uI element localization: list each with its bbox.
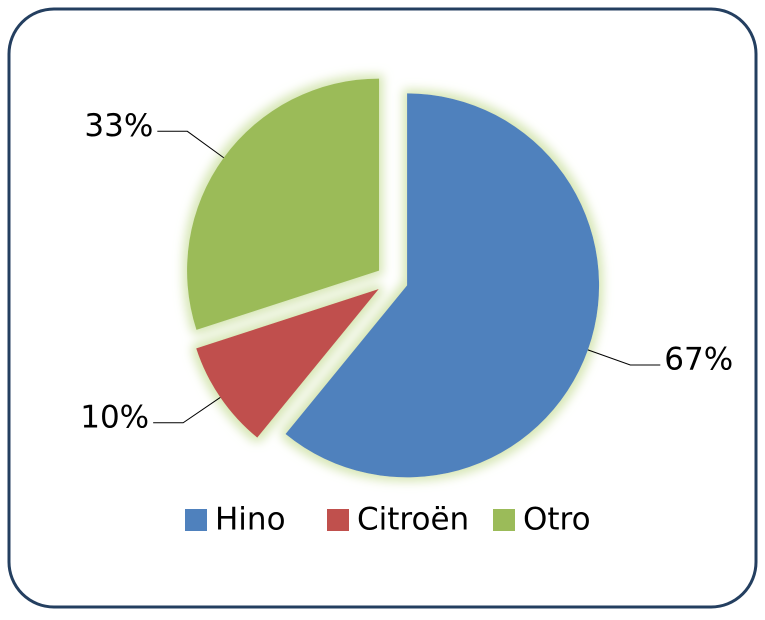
- legend-swatch: [493, 509, 515, 531]
- legend-label: Hino: [215, 502, 286, 538]
- legend-label: Citroën: [357, 502, 469, 538]
- pie-slice: [285, 93, 600, 478]
- data-label: 67%: [664, 342, 733, 378]
- legend-swatch: [327, 509, 349, 531]
- leader-line: [587, 349, 661, 366]
- pie-slice: [196, 289, 379, 438]
- legend-swatch: [185, 509, 207, 531]
- pie-slice: [187, 78, 380, 330]
- pie: [187, 78, 600, 478]
- chart-border: [7, 7, 758, 609]
- legend-label: Otro: [523, 502, 591, 538]
- data-label: 10%: [80, 399, 149, 435]
- leader-line: [153, 396, 221, 424]
- data-label: 33%: [84, 108, 153, 144]
- leader-line: [157, 130, 225, 159]
